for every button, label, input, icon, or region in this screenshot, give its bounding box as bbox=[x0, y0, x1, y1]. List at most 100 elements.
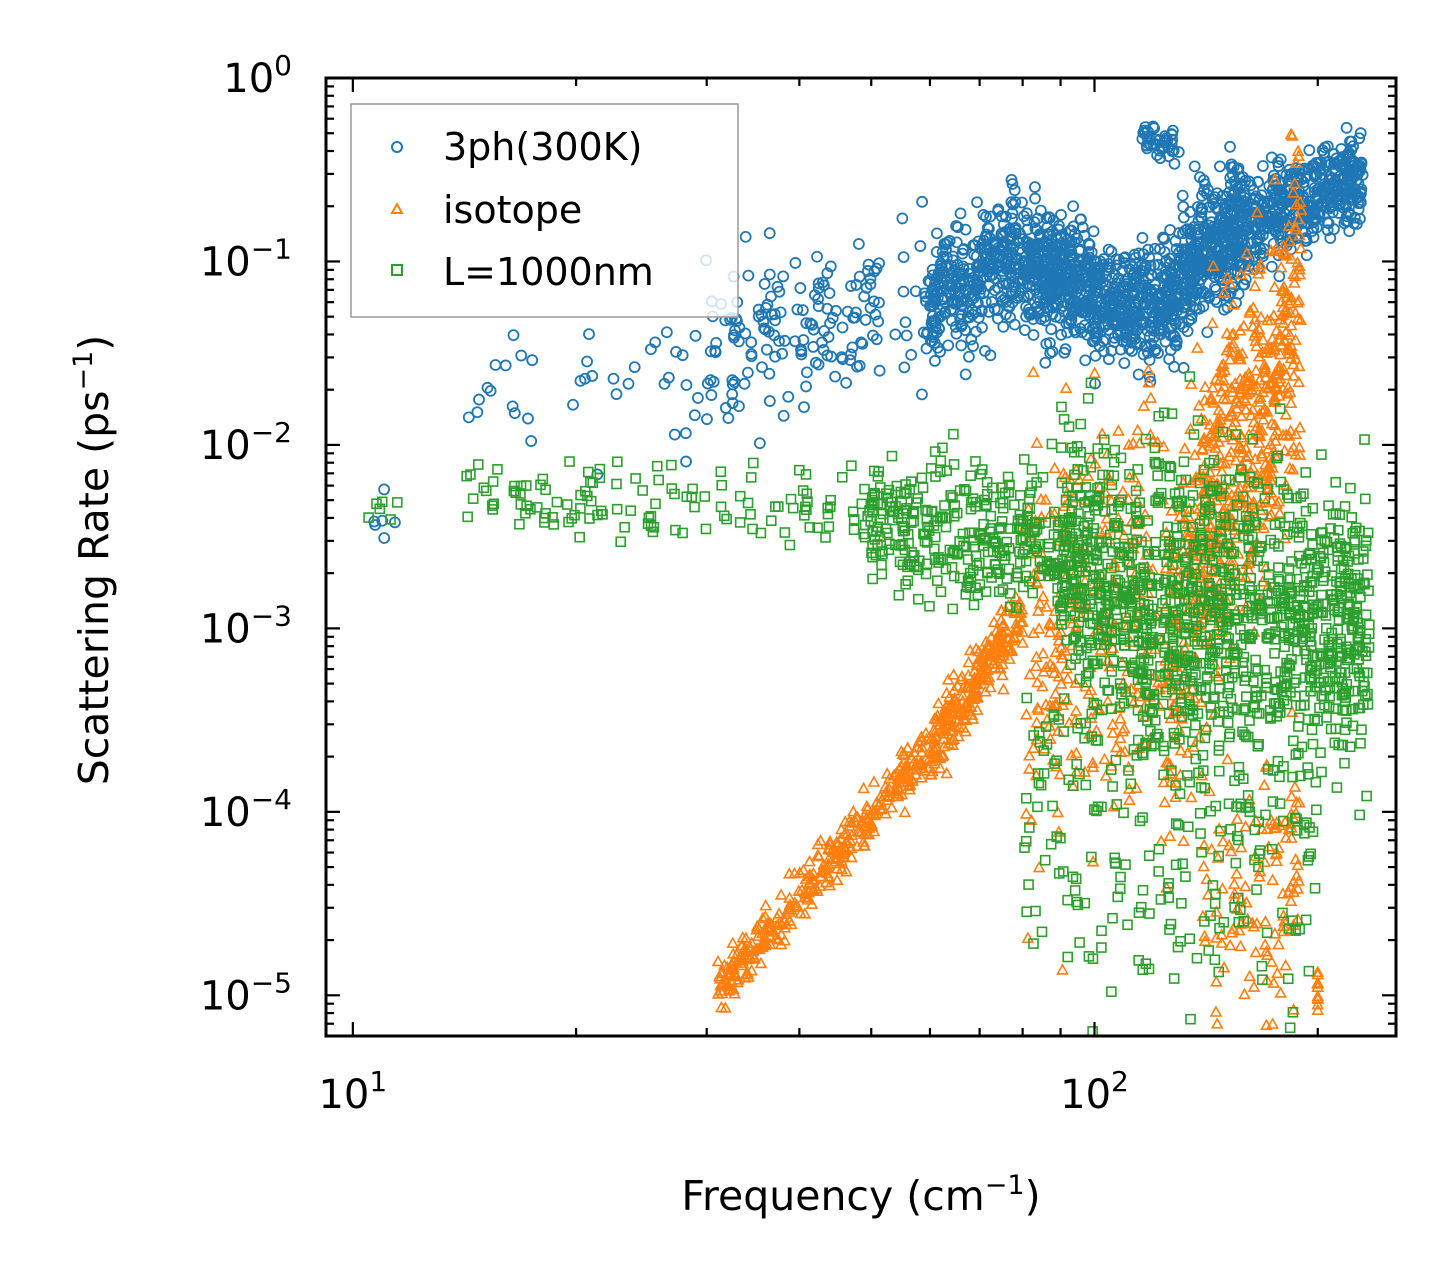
data-point bbox=[645, 510, 657, 522]
data-point bbox=[1056, 963, 1069, 975]
data-point bbox=[802, 496, 813, 507]
data-point bbox=[472, 459, 484, 470]
data-point bbox=[1048, 272, 1061, 284]
data-point bbox=[1026, 365, 1040, 377]
data-point bbox=[1074, 673, 1086, 685]
data-point bbox=[1250, 663, 1261, 674]
data-point bbox=[916, 388, 928, 401]
data-point bbox=[925, 767, 938, 780]
data-point bbox=[967, 565, 979, 576]
data-point bbox=[1050, 253, 1062, 265]
data-point bbox=[1116, 546, 1127, 558]
data-point bbox=[1052, 634, 1066, 646]
data-point bbox=[997, 584, 1009, 595]
data-point bbox=[1201, 671, 1213, 682]
data-point bbox=[1084, 683, 1098, 696]
data-point bbox=[1126, 549, 1137, 561]
data-point bbox=[806, 318, 819, 331]
data-point bbox=[922, 521, 933, 533]
data-point bbox=[642, 518, 654, 529]
data-point bbox=[1290, 869, 1303, 881]
data-point bbox=[1277, 924, 1290, 937]
data-point bbox=[800, 380, 812, 393]
data-point bbox=[676, 349, 689, 362]
data-point bbox=[1034, 555, 1046, 567]
data-point bbox=[525, 435, 538, 447]
data-point bbox=[867, 551, 878, 563]
data-point bbox=[1158, 323, 1170, 336]
data-point bbox=[1124, 257, 1137, 270]
data-point bbox=[900, 329, 913, 342]
data-point bbox=[1282, 219, 1296, 231]
data-point bbox=[1113, 500, 1124, 512]
data-point bbox=[1232, 923, 1246, 936]
data-point bbox=[1028, 216, 1041, 229]
data-point bbox=[1252, 267, 1265, 279]
data-point bbox=[979, 250, 992, 263]
data-point bbox=[1268, 393, 1282, 406]
data-point bbox=[1006, 634, 1019, 646]
data-point bbox=[919, 726, 933, 739]
data-point bbox=[691, 392, 704, 404]
data-point bbox=[999, 550, 1011, 562]
data-point bbox=[1022, 256, 1035, 269]
data-point bbox=[947, 492, 958, 503]
data-point bbox=[1145, 322, 1158, 335]
data-point bbox=[833, 846, 846, 858]
data-point bbox=[954, 207, 967, 220]
data-point bbox=[1024, 813, 1038, 826]
data-point bbox=[1255, 424, 1269, 436]
data-point bbox=[1109, 444, 1121, 456]
data-point bbox=[1040, 258, 1053, 271]
data-point bbox=[982, 546, 994, 558]
data-point bbox=[1140, 340, 1153, 353]
data-point bbox=[1196, 469, 1210, 482]
data-point bbox=[757, 315, 770, 328]
data-point bbox=[1248, 279, 1262, 292]
data-point bbox=[741, 366, 754, 379]
data-point bbox=[1158, 745, 1170, 757]
data-point bbox=[940, 521, 952, 533]
data-point bbox=[778, 914, 792, 926]
data-point bbox=[540, 484, 551, 496]
data-point bbox=[561, 499, 573, 510]
data-point bbox=[1242, 366, 1256, 379]
data-point bbox=[930, 315, 942, 328]
data-point bbox=[836, 471, 848, 483]
data-point bbox=[1210, 1017, 1224, 1029]
data-point bbox=[1108, 310, 1120, 322]
data-point bbox=[1072, 464, 1083, 475]
data-point bbox=[807, 872, 821, 885]
data-point bbox=[799, 510, 810, 521]
data-point bbox=[1256, 412, 1270, 425]
data-point bbox=[1253, 395, 1267, 407]
data-point bbox=[940, 563, 952, 575]
data-point bbox=[1078, 229, 1091, 242]
data-point bbox=[929, 531, 941, 543]
data-point bbox=[739, 327, 752, 340]
data-point bbox=[860, 799, 874, 812]
data-point bbox=[1243, 226, 1256, 239]
data-point bbox=[1116, 689, 1127, 700]
data-point bbox=[1163, 353, 1175, 366]
data-point bbox=[1058, 693, 1070, 704]
data-point bbox=[1067, 200, 1080, 213]
data-point bbox=[1270, 966, 1284, 979]
data-point bbox=[1237, 319, 1251, 331]
data-point bbox=[1029, 284, 1042, 297]
data-point bbox=[848, 514, 860, 525]
data-point bbox=[1234, 892, 1248, 905]
data-point bbox=[971, 261, 984, 274]
data-point bbox=[905, 558, 916, 570]
data-point bbox=[1279, 368, 1293, 381]
data-point bbox=[1246, 319, 1260, 332]
data-point bbox=[1025, 487, 1036, 498]
data-point bbox=[1079, 497, 1090, 508]
data-point bbox=[1093, 571, 1105, 582]
data-point bbox=[850, 278, 863, 291]
data-point bbox=[811, 250, 823, 263]
data-point bbox=[988, 661, 1002, 673]
data-point bbox=[650, 498, 661, 510]
data-point bbox=[1055, 208, 1067, 221]
data-point bbox=[1169, 790, 1182, 803]
